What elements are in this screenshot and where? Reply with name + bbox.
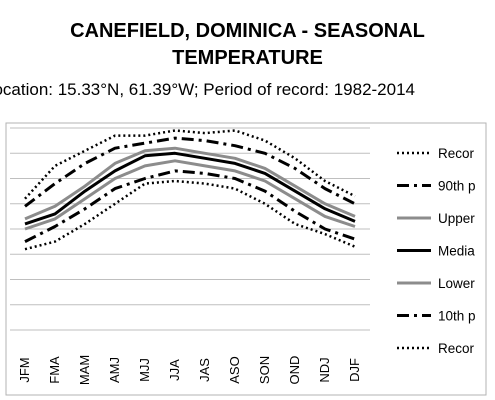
series-line-median: [24, 151, 356, 226]
legend-label: 10th p: [438, 309, 476, 324]
x-tick-label: AMJ: [107, 357, 122, 383]
x-tick-label: MAM: [77, 355, 92, 385]
series-line-10th-percentile: [24, 169, 356, 243]
x-tick-label: MJJ: [137, 358, 152, 382]
x-tick-label: JJA: [167, 359, 182, 381]
legend-label: Lower: [438, 276, 475, 291]
legend-label: Upper: [438, 211, 475, 226]
x-tick-label: SON: [257, 356, 272, 384]
x-tick-label: DJF: [347, 358, 362, 382]
series-lines: [24, 129, 356, 251]
chart-title-line-1: CANEFIELD, DOMINICA - SEASONAL: [70, 20, 425, 42]
chart-subtitle: Location: 15.33°N, 61.39°W; Period of re…: [0, 80, 416, 99]
series-line-90th-percentile: [24, 136, 356, 208]
chart-frame: [5, 122, 487, 396]
series-line-record-high: [24, 129, 356, 200]
x-tick-label: FMA: [47, 356, 62, 384]
legend-label: Recor: [438, 146, 475, 161]
chart-title: CANEFIELD, DOMINICA - SEASONAL TEMPERATU…: [0, 18, 495, 72]
series-line-upper-quartile: [24, 146, 356, 221]
series-line-lower-quartile: [24, 159, 356, 231]
x-tick-label: NDJ: [317, 357, 332, 382]
x-tick-label: JFM: [17, 357, 32, 382]
legend: Recor 90th p Upper Media Lower 10th p Recor: [397, 146, 476, 356]
gridlines: [10, 127, 370, 331]
legend-label: Recor: [438, 341, 475, 356]
legend-label: Media: [438, 244, 475, 259]
legend-label: 90th p: [438, 179, 476, 194]
chart-title-line-2: TEMPERATURE: [172, 47, 323, 69]
x-tick-label: ASO: [227, 356, 242, 383]
x-axis-tick-labels: JFM FMA MAM AMJ MJJ JJA JAS ASO SON OND NDJ DJF: [17, 355, 362, 385]
x-tick-label: OND: [287, 356, 302, 385]
x-tick-label: JAS: [197, 358, 212, 382]
